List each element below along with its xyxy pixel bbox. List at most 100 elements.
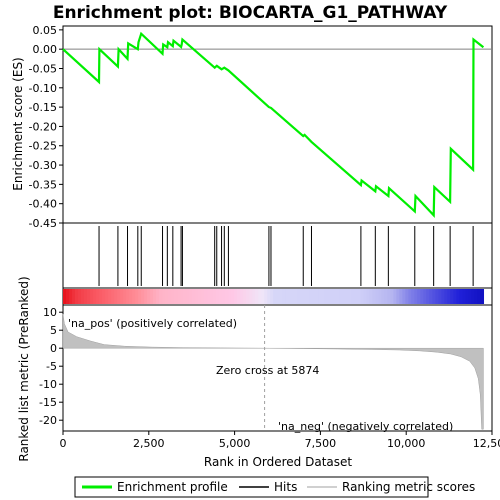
band-segment (231, 289, 235, 304)
enrichment-score-panel: 0.05 0.00 -0.05 -0.10 -0.15 -0.20 -0.25 -0.30 -0… (11, 24, 493, 230)
band-segment (480, 289, 485, 304)
band-segment (87, 289, 91, 304)
band-segment (84, 289, 88, 304)
band-segment (102, 289, 106, 304)
band-segment (279, 289, 283, 304)
band-segment (408, 289, 412, 304)
band-segment (321, 289, 325, 304)
band-segment (324, 289, 328, 304)
x-tick-label: 5,000 (219, 437, 251, 450)
band-segment (162, 289, 166, 304)
band-segment (141, 289, 145, 304)
band-segment (120, 289, 124, 304)
band-segment (183, 289, 187, 304)
band-segment (165, 289, 169, 304)
band-segment (462, 289, 467, 304)
metric-y-tick-label: -15 (39, 396, 57, 409)
x-tick-label: 7,500 (305, 437, 337, 450)
es-y-tick-label: -0.25 (29, 140, 57, 153)
band-segment (372, 289, 376, 304)
top-plot-area (62, 25, 493, 224)
band-segment (402, 289, 406, 304)
band-segment (303, 289, 307, 304)
band-segment (129, 289, 133, 304)
band-segment (327, 289, 331, 304)
band-segment (234, 289, 238, 304)
band-segment (390, 289, 394, 304)
band-segment (318, 289, 322, 304)
band-segment (189, 289, 193, 304)
band-segment (204, 289, 208, 304)
band-segment (222, 289, 226, 304)
metric-y-tick-label: -10 (39, 378, 57, 391)
band-segment (261, 289, 265, 304)
band-segment (417, 289, 421, 304)
band-segment (288, 289, 292, 304)
band-segment (348, 289, 352, 304)
band-segment (201, 289, 205, 304)
metric-y-tick-label: 5 (50, 324, 57, 337)
es-y-tick-label: -0.40 (29, 198, 57, 211)
band-segment (474, 289, 479, 304)
band-segment (456, 289, 460, 304)
band-segment (78, 289, 82, 304)
band-segment (126, 289, 130, 304)
band-segment (75, 289, 79, 304)
x-tick-label: 12,500 (473, 437, 500, 450)
band-segment (207, 289, 211, 304)
band-segment (360, 289, 364, 304)
band-segment (243, 289, 247, 304)
band-segment (117, 289, 121, 304)
band-segment (387, 289, 391, 304)
band-segment (432, 289, 436, 304)
band-segment (249, 289, 253, 304)
band-segment (399, 289, 403, 304)
metric-y-tick-label: -5 (46, 360, 57, 373)
band-segment (219, 289, 223, 304)
band-segment (315, 289, 319, 304)
band-segment (174, 289, 178, 304)
band-segment (309, 289, 313, 304)
band-segment (258, 289, 262, 304)
band-segment (111, 289, 115, 304)
metric-y-tick-label: 0 (50, 342, 57, 355)
es-y-tick-label: -0.20 (29, 120, 57, 133)
es-y-tick-label: -0.35 (29, 178, 57, 191)
band-segment (423, 289, 427, 304)
band-segment (171, 289, 175, 304)
band-segment (369, 289, 373, 304)
band-segment (354, 289, 358, 304)
band-segment (267, 289, 271, 304)
band-segment (465, 289, 470, 304)
band-segment (285, 289, 289, 304)
band-segment (153, 289, 157, 304)
legend-metric-label: Ranking metric scores (342, 480, 475, 494)
band-segment (123, 289, 127, 304)
x-axis-label: Rank in Ordered Dataset (204, 455, 352, 469)
band-segment (180, 289, 184, 304)
enrichment-profile-line (62, 31, 485, 219)
legend-enrichment-label: Enrichment profile (117, 480, 228, 494)
band-segment (105, 289, 109, 304)
es-y-tick-label: -0.45 (29, 217, 57, 230)
pos-correlated-label: 'na_pos' (positively correlated) (68, 317, 237, 330)
neg-correlated-label: 'na_neg' (negatively correlated) (278, 420, 453, 433)
band-segment (108, 289, 112, 304)
ranking-color-band (63, 289, 485, 304)
band-segment (96, 289, 100, 304)
band-segment (459, 289, 463, 304)
band-segment (351, 289, 355, 304)
band-segment (69, 289, 73, 304)
band-segment (306, 289, 310, 304)
band-segment (144, 289, 148, 304)
band-segment (150, 289, 154, 304)
band-segment (255, 289, 259, 304)
band-segment (213, 289, 217, 304)
band-segment (90, 289, 94, 304)
band-segment (225, 289, 229, 304)
band-segment (270, 289, 274, 304)
metric-y-tick-label: 10 (43, 306, 57, 319)
band-segment (336, 289, 340, 304)
band-segment (291, 289, 295, 304)
